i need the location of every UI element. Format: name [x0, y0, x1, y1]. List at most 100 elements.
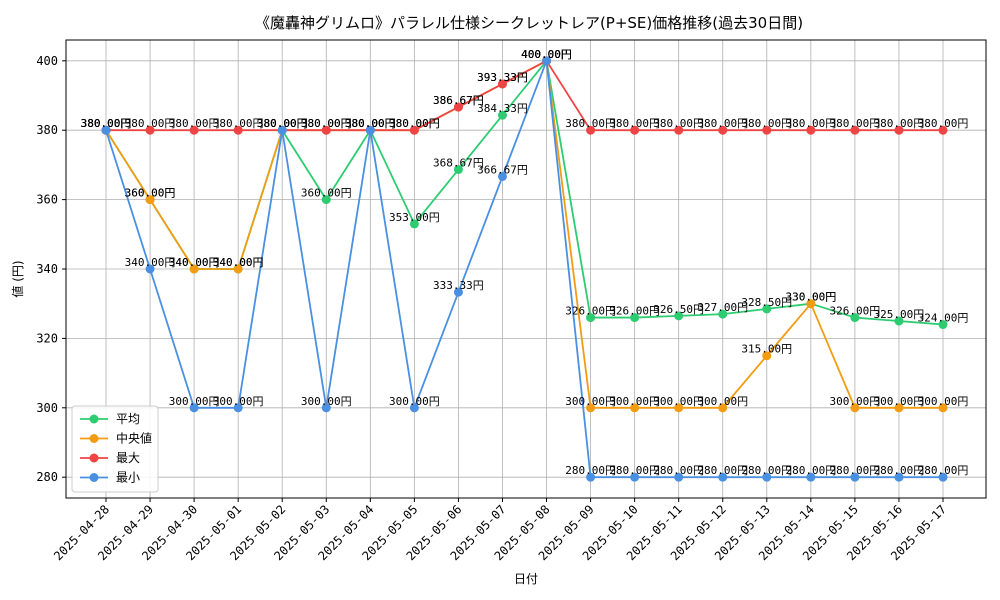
data-label: 380.00円 — [81, 117, 132, 130]
y-tick-label: 360 — [36, 193, 58, 207]
data-label: 280.00円 — [653, 464, 704, 477]
data-label: 340.00円 — [169, 256, 220, 269]
legend-label: 最大 — [116, 451, 140, 465]
data-point — [586, 472, 596, 482]
data-point — [453, 102, 463, 112]
data-label: 300.00円 — [565, 395, 616, 408]
chart-title: 《魔轟神グリムロ》パラレル仕様シークレットレア(P+SE)価格推移(過去30日間… — [255, 14, 803, 32]
data-point — [321, 403, 331, 413]
data-label: 393.33円 — [477, 71, 528, 84]
data-point — [497, 171, 507, 181]
data-label: 400.00円 — [521, 48, 572, 61]
x-axis-label: 日付 — [514, 572, 538, 586]
data-label: 386.67円 — [433, 94, 484, 107]
data-label: 380.00円 — [301, 117, 352, 130]
data-label: 300.00円 — [918, 395, 969, 408]
data-point — [674, 125, 684, 135]
data-point — [409, 125, 419, 135]
data-point — [233, 264, 243, 274]
data-point — [586, 313, 596, 323]
data-point — [938, 472, 948, 482]
data-label: 333.33円 — [433, 279, 484, 292]
data-label: 360.00円 — [125, 187, 176, 200]
data-label: 384.33円 — [477, 102, 528, 115]
legend-label: 中央値 — [116, 431, 152, 446]
y-axis-label: 値 (円) — [10, 260, 25, 297]
data-point — [497, 110, 507, 120]
data-label: 380.00円 — [653, 117, 704, 130]
y-tick-label: 340 — [36, 262, 58, 276]
data-label: 300.00円 — [653, 395, 704, 408]
data-label: 380.00円 — [874, 117, 925, 130]
series-line-0 — [105, 59, 944, 326]
data-label: 360.00円 — [125, 187, 176, 200]
data-point — [145, 264, 155, 274]
data-label: 280.00円 — [609, 464, 660, 477]
data-label: 380.00円 — [81, 117, 132, 130]
data-point — [453, 165, 463, 175]
data-point — [850, 472, 860, 482]
legend-label: 最小 — [116, 471, 140, 485]
data-point — [189, 264, 199, 274]
data-label: 368.67円 — [433, 157, 484, 170]
data-point — [145, 125, 155, 135]
data-label: 366.67円 — [477, 163, 528, 176]
data-point — [497, 79, 507, 89]
data-label: 380.00円 — [257, 117, 308, 130]
data-point — [630, 125, 640, 135]
data-label: 380.00円 — [257, 117, 308, 130]
series-line-3 — [105, 59, 943, 479]
data-point — [233, 403, 243, 413]
data-label: 380.00円 — [213, 117, 264, 130]
data-label: 340.00円 — [169, 256, 220, 269]
series-group — [101, 56, 948, 482]
data-label: 380.00円 — [345, 117, 396, 130]
legend-label: 平均 — [116, 412, 140, 426]
legend-marker — [89, 434, 99, 443]
data-point — [674, 403, 684, 413]
data-label: 380.00円 — [609, 117, 660, 130]
y-tick-label: 280 — [36, 470, 58, 484]
data-label: 380.00円 — [345, 117, 396, 130]
data-label: 380.00円 — [125, 117, 176, 130]
data-label: 380.00円 — [741, 117, 792, 130]
data-label: 330.00円 — [785, 291, 836, 304]
y-tick-label: 300 — [36, 401, 58, 415]
data-label: 280.00円 — [874, 464, 925, 477]
data-point — [806, 299, 816, 309]
data-point — [586, 125, 596, 135]
data-label: 324.00円 — [918, 312, 969, 325]
data-point — [806, 472, 816, 482]
data-point — [630, 313, 640, 323]
data-point — [586, 403, 596, 413]
data-label: 353.00円 — [389, 211, 440, 224]
data-point — [718, 125, 728, 135]
y-tick-label: 380 — [36, 123, 58, 137]
data-point — [365, 125, 375, 135]
data-label: 340.00円 — [213, 256, 264, 269]
data-label: 280.00円 — [565, 464, 616, 477]
data-label: 400.00円 — [521, 48, 572, 61]
data-point — [101, 125, 111, 135]
y-tick-label: 400 — [36, 54, 58, 68]
data-point — [762, 125, 772, 135]
data-label: 280.00円 — [918, 464, 969, 477]
data-label: 380.00円 — [257, 117, 308, 130]
data-label: 380.00円 — [169, 117, 220, 130]
legend-marker — [89, 414, 99, 424]
data-point — [409, 219, 419, 229]
data-point — [542, 56, 552, 66]
data-label: 360.00円 — [301, 187, 352, 200]
data-label: 393.33円 — [477, 71, 528, 84]
data-label: 280.00円 — [830, 464, 881, 477]
data-label: 300.00円 — [213, 395, 264, 408]
data-point — [938, 320, 948, 330]
data-point — [189, 125, 199, 135]
data-label: 380.00円 — [81, 117, 132, 130]
data-point — [894, 125, 904, 135]
data-label: 300.00円 — [697, 395, 748, 408]
data-point — [321, 195, 331, 205]
